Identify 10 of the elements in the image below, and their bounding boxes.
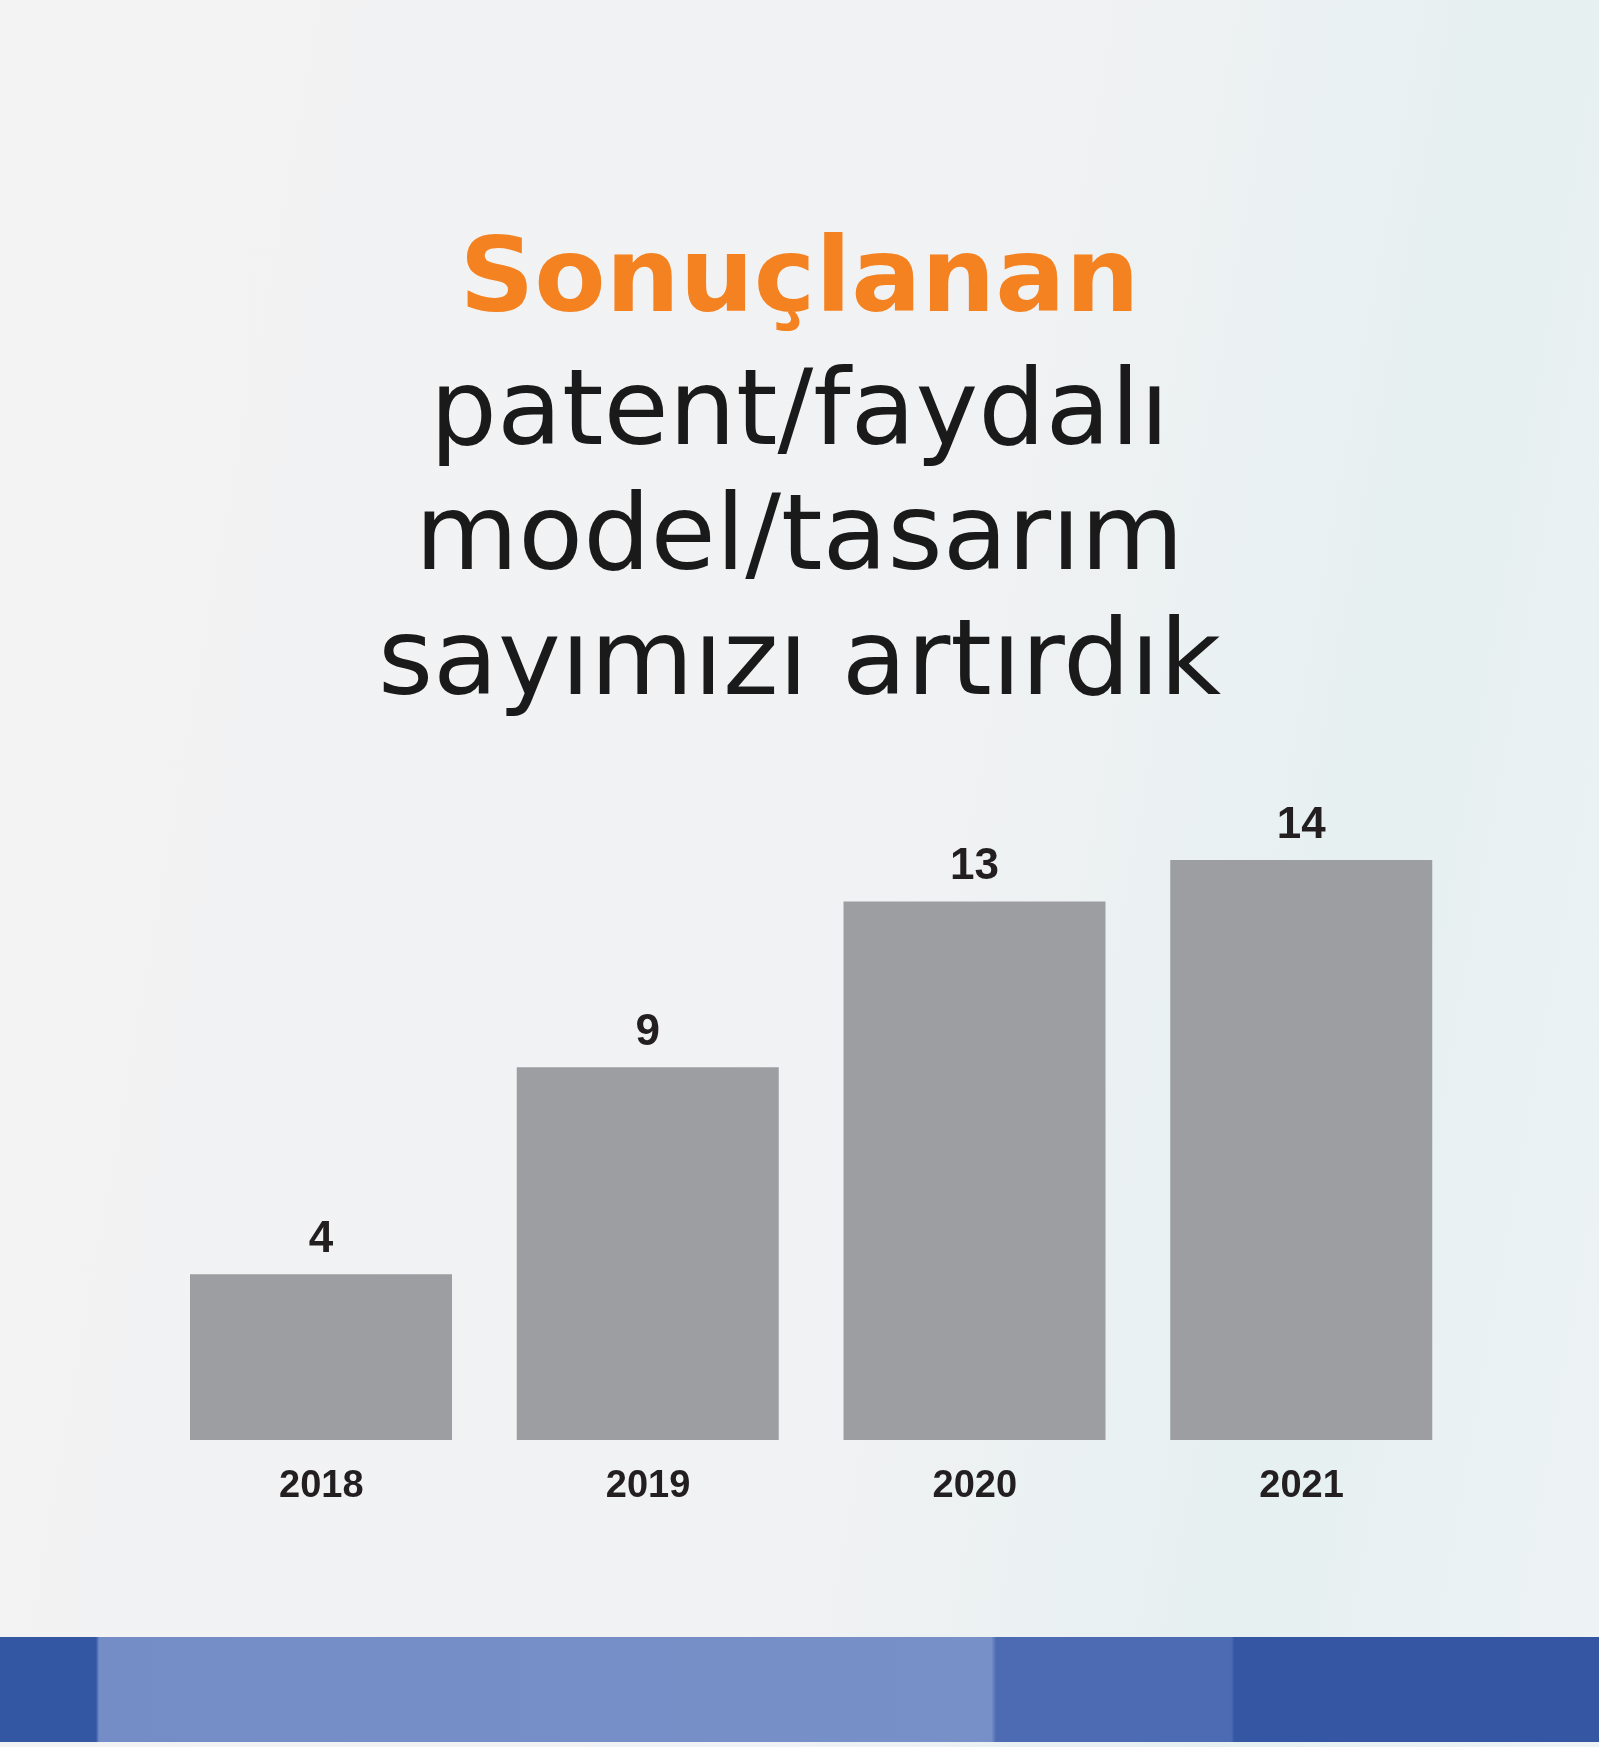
data-label: 4 (308, 1212, 334, 1262)
x-tick-label: 2020 (932, 1462, 1018, 1505)
x-tick-label: 2018 (279, 1462, 364, 1505)
data-label: 9 (635, 1005, 660, 1055)
x-tick-label: 2019 (605, 1462, 691, 1505)
data-label: 14 (1276, 798, 1327, 847)
data-label: 13 (950, 839, 999, 889)
chart-title: Sonuçlanan (458, 213, 1141, 338)
x-tick-label: 2021 (1259, 1462, 1344, 1505)
chart-subtitle: patent/faydalı model/tasarım sayımızı artırdık (376, 345, 1223, 720)
